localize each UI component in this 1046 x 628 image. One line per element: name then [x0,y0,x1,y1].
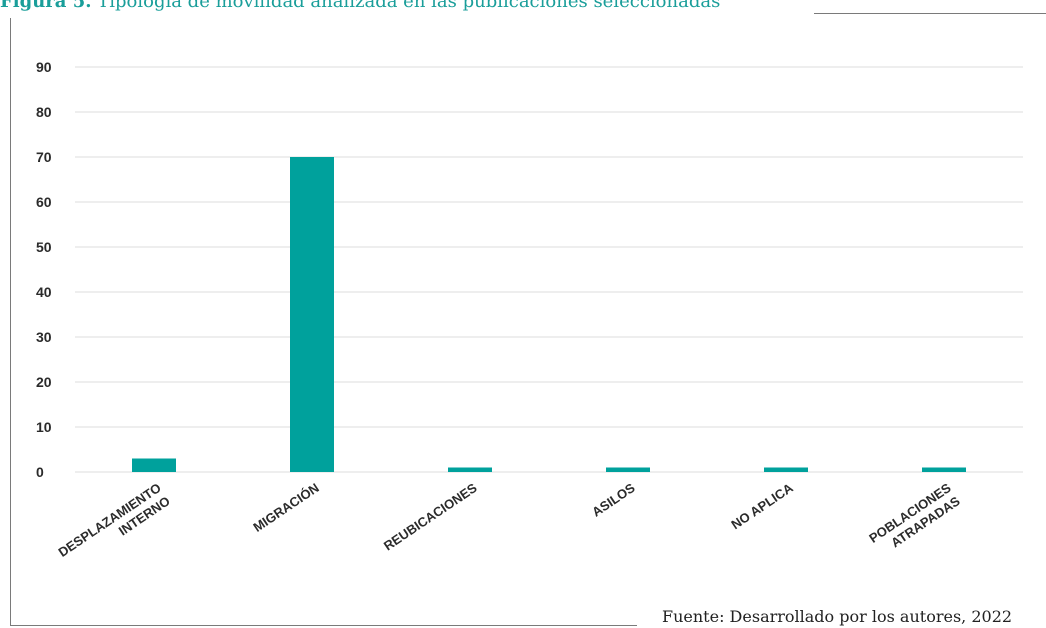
gridlines [75,66,1023,473]
bar [922,467,966,472]
bar [448,467,492,472]
y-tick-label: 50 [36,239,52,255]
bars [132,157,966,472]
figure-caption-label: Figura 5. [0,0,92,12]
y-tick-label: 20 [36,374,52,390]
svg-text:ASILOS: ASILOS [589,480,638,520]
frame-bottom-line [10,625,637,626]
bar [290,157,334,472]
frame-left-line [10,18,11,626]
bar [764,467,808,472]
y-tick-label: 70 [36,149,52,165]
bar [606,467,650,472]
svg-text:MIGRACIÓN: MIGRACIÓN [250,480,321,535]
x-tick-label: MIGRACIÓN [250,480,321,535]
svg-text:POBLACIONESATRAPADAS: POBLACIONESATRAPADAS [866,480,963,559]
frame-top-line [814,13,1046,14]
x-axis-ticks: DESPLAZAMIENTOINTERNO MIGRACIÓN REUBICACIO… [55,480,963,573]
x-tick-label: NO APLICA [728,480,796,532]
y-tick-label: 80 [36,104,52,120]
x-tick-label: POBLACIONESATRAPADAS [866,480,963,559]
x-tick-label: REUBICACIONES [381,480,480,554]
bar [132,458,176,472]
x-tick-label: ASILOS [589,480,638,520]
figure-caption-text: Tipología de movilidad analizada en las … [97,0,721,12]
x-tick-label: DESPLAZAMIENTOINTERNO [55,480,172,573]
svg-text:NO APLICA: NO APLICA [728,480,796,532]
y-axis-ticks: 0 10 20 30 40 50 60 70 80 90 [36,59,52,480]
source-note: Fuente: Desarrollado por los autores, 20… [662,607,1013,626]
y-tick-label: 0 [36,464,44,480]
svg-text:REUBICACIONES: REUBICACIONES [381,480,480,554]
y-tick-label: 90 [36,59,52,75]
y-tick-label: 40 [36,284,52,300]
y-tick-label: 30 [36,329,52,345]
y-tick-label: 10 [36,419,52,435]
svg-text:DESPLAZAMIENTOINTERNO: DESPLAZAMIENTOINTERNO [55,480,172,573]
figure-caption: Figura 5. Tipología de movilidad analiza… [0,0,720,12]
y-tick-label: 60 [36,194,52,210]
